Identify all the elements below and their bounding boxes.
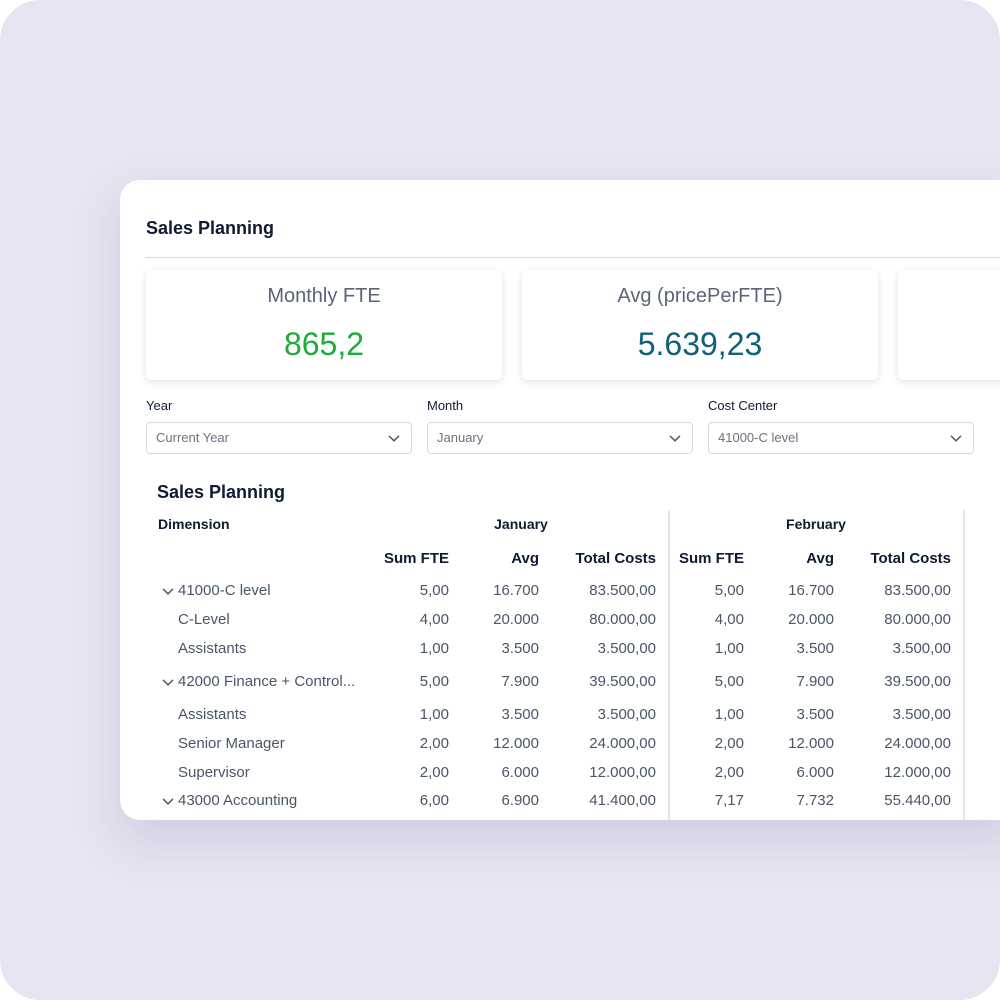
cell: 6.000	[501, 764, 539, 781]
cell: 12.000,00	[589, 764, 656, 781]
cell: 6,00	[419, 792, 449, 809]
cell: 80.000,00	[589, 611, 656, 628]
kpi-value: 5.639,23	[637, 326, 763, 362]
chevron-icon	[388, 435, 400, 442]
cell: 5,00	[419, 582, 449, 599]
cell: 7,17	[714, 792, 744, 809]
row-label: 41000-C level	[178, 582, 271, 599]
header-month: February	[786, 516, 846, 532]
kpi-card	[898, 270, 1000, 380]
row-label: Assistants	[178, 640, 247, 657]
dashboard-card: Sales Planning Sales Planning Dimension Ja…	[120, 180, 1000, 820]
cell: 3.500,00	[892, 706, 951, 723]
dropdown[interactable]: January	[427, 422, 693, 454]
cell: 1,00	[714, 640, 744, 657]
filter-label: Month	[427, 398, 464, 413]
cell: 6.900	[501, 792, 539, 809]
kpi-label: Avg (pricePerFTE)	[617, 285, 783, 307]
chevron-icon	[162, 679, 174, 686]
cell: 3.500,00	[892, 640, 951, 657]
filter-label: Cost Center	[708, 398, 778, 413]
cell: 5,00	[714, 673, 744, 690]
column-header: Avg	[511, 550, 539, 567]
cell: 41.400,00	[589, 792, 656, 809]
row-label: 42000 Finance + Control...	[178, 673, 356, 690]
chevron-icon	[162, 798, 174, 805]
dropdown-value: 41000-C level	[718, 430, 799, 445]
kpi-card: Avg (pricePerFTE) 5.639,23	[522, 270, 878, 380]
cell: 55.440,00	[884, 792, 951, 809]
column-header: Total Costs	[870, 550, 951, 567]
cell: 2,00	[714, 735, 744, 752]
cell: 3.500,00	[597, 706, 656, 723]
cell: 1,00	[419, 706, 449, 723]
cell: 7.900	[796, 673, 834, 690]
dropdown[interactable]: 41000-C level	[708, 422, 974, 454]
cell: 12.000,00	[884, 764, 951, 781]
header-month: January	[494, 516, 548, 532]
page-title: Sales Planning	[146, 218, 275, 238]
cell: 5,00	[419, 673, 449, 690]
cell: 83.500,00	[589, 582, 656, 599]
cell: 3.500,00	[597, 640, 656, 657]
table: Sales Planning Dimension January February Su…	[146, 480, 1000, 820]
cell: 24.000,00	[589, 735, 656, 752]
cell: 16.700	[493, 582, 539, 599]
kpi-value: 865,2	[283, 326, 365, 362]
cell: 5,00	[714, 582, 744, 599]
row-label: 43000 Accounting	[178, 792, 298, 809]
header-dimension: Dimension	[158, 516, 230, 532]
cell: 20.000	[493, 611, 539, 628]
chevron-icon	[162, 588, 174, 595]
cell: 3.500	[501, 706, 539, 723]
cell: 20.000	[788, 611, 834, 628]
divider	[145, 257, 1000, 258]
cell: 3.500	[501, 640, 539, 657]
cell: 3.500	[796, 640, 834, 657]
cell: 24.000,00	[884, 735, 951, 752]
column-header: Total Costs	[575, 550, 656, 567]
row-label: Assistants	[178, 706, 247, 723]
column-separator	[963, 510, 965, 820]
cell: 1,00	[714, 706, 744, 723]
cell: 2,00	[419, 764, 449, 781]
column-header: Sum FTE	[383, 550, 449, 567]
chevron-icon	[950, 435, 962, 442]
row-label: C-Level	[178, 611, 230, 628]
cell: 7.732	[796, 792, 834, 809]
cell: 3.500	[796, 706, 834, 723]
column-separator	[668, 510, 670, 820]
dropdown[interactable]: Current Year	[146, 422, 412, 454]
table-title: Sales Planning	[157, 482, 286, 502]
cell: 2,00	[714, 764, 744, 781]
column-header: Avg	[806, 550, 834, 567]
cell: 83.500,00	[884, 582, 951, 599]
dropdown-value: Current Year	[156, 430, 229, 445]
cell: 39.500,00	[589, 673, 656, 690]
kpi-label: Monthly FTE	[267, 285, 381, 307]
cell: 80.000,00	[884, 611, 951, 628]
cell: 12.000	[788, 735, 834, 752]
kpi-card: Monthly FTE 865,2	[146, 270, 502, 380]
row-label: Senior Manager	[178, 735, 285, 752]
cell: 12.000	[493, 735, 539, 752]
cell: 7.900	[501, 673, 539, 690]
cell: 39.500,00	[884, 673, 951, 690]
column-header: Sum FTE	[678, 550, 744, 567]
filter-label: Year	[146, 398, 173, 413]
cell: 4,00	[714, 611, 744, 628]
dropdown-value: January	[437, 430, 484, 445]
row-label: Supervisor	[178, 764, 250, 781]
cell: 1,00	[419, 640, 449, 657]
cell: 16.700	[788, 582, 834, 599]
cell: 4,00	[419, 611, 449, 628]
chevron-icon	[669, 435, 681, 442]
cell: 2,00	[419, 735, 449, 752]
cell: 6.000	[796, 764, 834, 781]
